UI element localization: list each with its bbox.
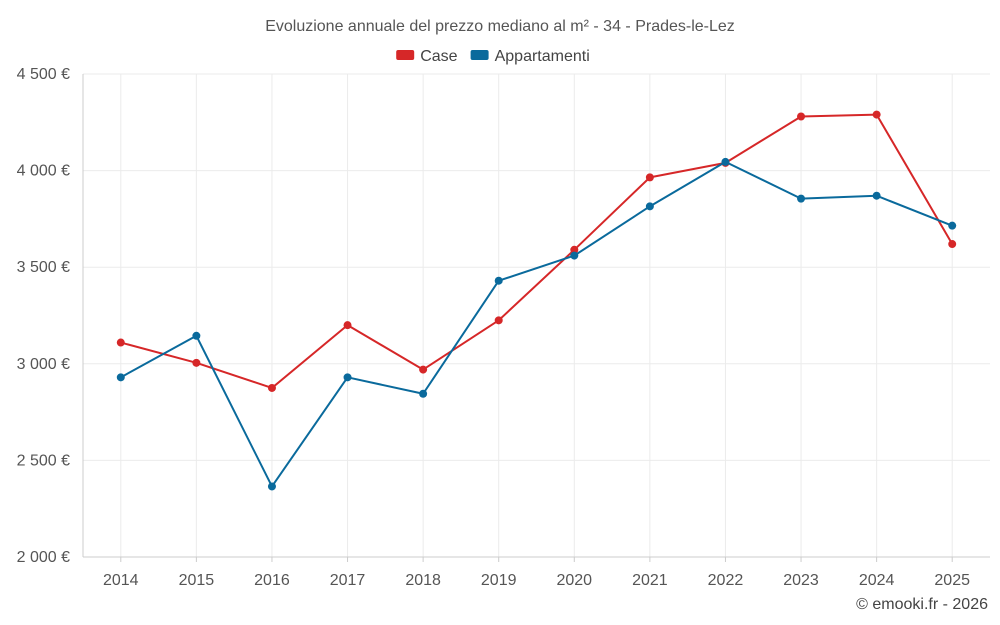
data-point-case-2016[interactable] xyxy=(267,383,276,392)
data-point-appartamenti-2020[interactable] xyxy=(570,251,579,260)
legend: Case Appartamenti xyxy=(396,48,590,65)
data-point-appartamenti-2019[interactable] xyxy=(494,276,503,285)
y-tick-label: 2 500 € xyxy=(17,452,70,469)
x-tick-label: 2016 xyxy=(254,572,290,589)
data-point-case-2025[interactable] xyxy=(948,240,957,249)
data-point-case-2021[interactable] xyxy=(645,173,654,182)
x-tick-label: 2017 xyxy=(330,572,366,589)
x-tick-label: 2022 xyxy=(708,572,744,589)
data-point-case-2023[interactable] xyxy=(797,112,806,121)
data-point-case-2018[interactable] xyxy=(419,365,428,374)
plot-area xyxy=(116,110,957,491)
chart-title: Evoluzione annuale del prezzo mediano al… xyxy=(265,18,735,35)
data-point-appartamenti-2024[interactable] xyxy=(872,191,881,200)
data-point-case-2014[interactable] xyxy=(116,338,125,347)
series-line-case xyxy=(120,113,954,389)
x-tick-label: 2025 xyxy=(934,572,970,589)
series-line-appartamenti xyxy=(120,160,953,488)
data-point-case-2017[interactable] xyxy=(343,321,352,330)
data-point-appartamenti-2025[interactable] xyxy=(948,221,957,230)
legend-swatch xyxy=(396,50,415,60)
y-tick-label: 2 000 € xyxy=(17,549,70,566)
data-point-appartamenti-2023[interactable] xyxy=(797,194,806,203)
credit-text: © emooki.fr - 2026 xyxy=(856,596,988,613)
data-point-appartamenti-2014[interactable] xyxy=(116,373,125,382)
data-point-appartamenti-2016[interactable] xyxy=(267,482,276,491)
grid xyxy=(83,73,990,558)
legend-swatch xyxy=(470,50,489,60)
data-point-appartamenti-2018[interactable] xyxy=(419,389,428,398)
data-point-case-2015[interactable] xyxy=(192,358,201,367)
y-tick-label: 4 000 € xyxy=(17,163,70,180)
legend-label: Appartamenti xyxy=(495,48,590,65)
y-tick-label: 3 000 € xyxy=(17,356,70,373)
data-point-case-2019[interactable] xyxy=(494,316,503,325)
x-axis: 2014 2015 2016 2017 2018 2019 2020 2021 2022 2023… xyxy=(83,556,990,589)
data-point-appartamenti-2015[interactable] xyxy=(192,331,201,340)
x-tick-label: 2014 xyxy=(103,572,139,589)
x-tick-label: 2019 xyxy=(481,572,517,589)
y-tick-label: 4 500 € xyxy=(17,66,70,83)
x-tick-label: 2018 xyxy=(405,572,441,589)
legend-item-appartamenti[interactable]: Appartamenti xyxy=(470,48,590,65)
x-tick-label: 2021 xyxy=(632,572,668,589)
x-tick-label: 2024 xyxy=(859,572,895,589)
y-axis: 2 000 € 2 500 € 3 000 € 3 500 € 4 000 € 4 500… xyxy=(17,66,84,566)
data-point-case-2024[interactable] xyxy=(872,110,881,119)
x-tick-label: 2023 xyxy=(783,572,819,589)
y-tick-label: 3 500 € xyxy=(17,259,70,276)
data-point-appartamenti-2017[interactable] xyxy=(343,373,352,382)
data-point-appartamenti-2021[interactable] xyxy=(645,202,654,211)
x-tick-label: 2015 xyxy=(179,572,215,589)
data-point-appartamenti-2022[interactable] xyxy=(721,157,730,166)
data-point-case-2020[interactable] xyxy=(570,245,579,254)
legend-item-case[interactable]: Case xyxy=(396,48,458,65)
x-tick-label: 2020 xyxy=(556,572,592,589)
legend-label: Case xyxy=(420,48,457,65)
